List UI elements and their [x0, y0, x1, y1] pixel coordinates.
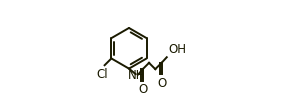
Text: Cl: Cl — [96, 68, 108, 81]
Text: NH: NH — [128, 69, 145, 82]
Text: O: O — [138, 83, 148, 96]
Text: O: O — [157, 77, 166, 90]
Text: OH: OH — [168, 43, 186, 56]
